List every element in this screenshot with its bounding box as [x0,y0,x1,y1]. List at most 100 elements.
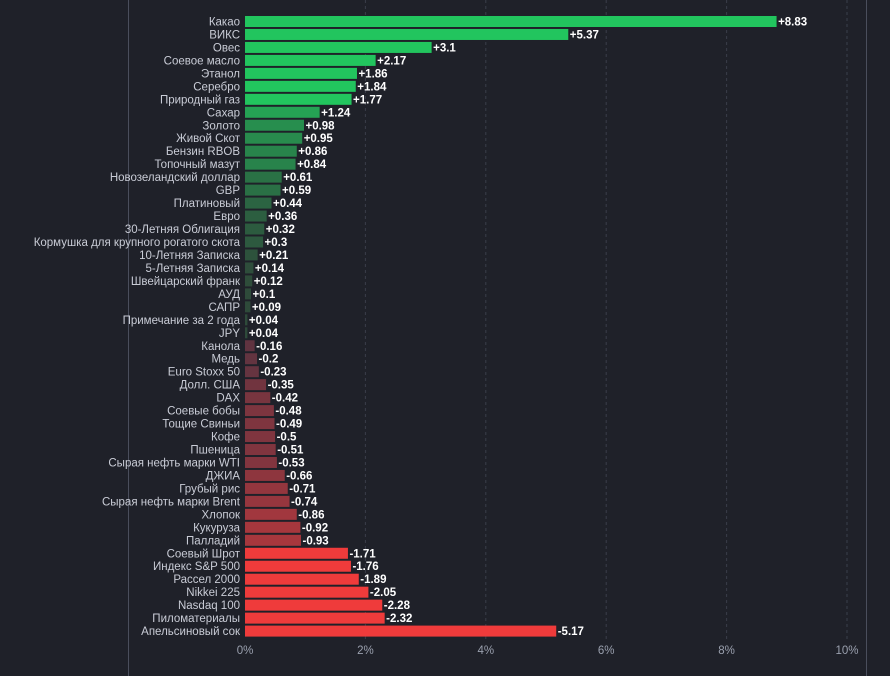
bar[interactable] [245,301,251,313]
value-label: -0.86 [298,509,324,521]
bar[interactable] [245,431,276,443]
bar[interactable] [245,41,432,53]
bar[interactable] [245,456,277,468]
bar[interactable] [245,405,274,417]
value-label: -0.2 [259,354,279,366]
value-label: -0.35 [268,380,295,392]
bar[interactable] [245,158,296,170]
category-label: Хлопок [201,509,241,521]
bar[interactable] [245,586,369,598]
bar[interactable] [245,521,301,533]
category-label: Серебро [193,81,240,93]
category-label: Кофе [211,432,240,444]
value-label: +1.86 [358,68,387,80]
category-label: Природный газ [160,94,240,106]
bar[interactable] [245,612,385,624]
bar[interactable] [245,262,254,274]
value-label: +0.04 [249,328,279,340]
category-label: Кормушка для крупного рогатого скота [34,237,241,249]
value-label: +0.84 [297,159,327,171]
bar[interactable] [245,132,303,144]
bar[interactable] [245,508,297,520]
x-tick-label: 4% [477,645,494,657]
category-label: 30-Летняя Облигация [125,224,240,236]
category-label: Пшеница [190,445,240,457]
category-label: Соевое масло [164,55,240,67]
value-label: -1.76 [352,561,378,573]
category-label: Сырая нефть марки WTI [108,457,240,469]
bar[interactable] [245,314,248,326]
bar[interactable] [245,547,348,559]
category-label: Nikkei 225 [186,587,240,599]
bar[interactable] [245,210,267,222]
bar[interactable] [245,171,282,183]
x-tick-label: 10% [835,645,858,657]
bar[interactable] [245,625,557,637]
bar[interactable] [245,54,376,66]
bar[interactable] [245,392,271,404]
bar[interactable] [245,16,777,27]
category-label: Апельсиновый сок [141,626,241,638]
category-label: САПР [208,302,240,314]
bar[interactable] [245,223,265,235]
value-label: +1.84 [357,81,387,93]
value-label: -5.17 [558,626,584,638]
value-label: +0.59 [282,185,311,197]
value-label: -1.71 [349,548,376,560]
value-label: -0.53 [278,457,304,469]
bar[interactable] [245,145,297,157]
bar[interactable] [245,495,290,507]
bar[interactable] [245,93,352,105]
bar[interactable] [245,67,357,79]
category-label: Сахар [207,107,240,119]
bar[interactable] [245,482,288,494]
bar[interactable] [245,119,304,131]
bar[interactable] [245,249,258,261]
category-label: Платиновый [174,198,240,210]
bar[interactable] [245,444,276,456]
bar[interactable] [245,379,267,391]
value-label: +0.1 [253,289,276,301]
bar[interactable] [245,275,253,287]
value-label: +0.3 [265,237,288,249]
bar[interactable] [245,340,255,352]
category-label: 10-Летняя Записка [139,250,240,262]
bar[interactable] [245,599,383,611]
value-label: -0.16 [256,341,282,353]
value-label: -0.5 [277,432,297,444]
bar[interactable] [245,469,285,481]
value-label: -0.93 [302,535,328,547]
bar[interactable] [245,28,569,40]
value-label: +0.14 [255,263,285,275]
bar[interactable] [245,106,320,118]
bars [245,16,777,637]
bar[interactable] [245,534,301,546]
category-label: GBP [216,185,241,197]
category-label: Золото [202,120,240,132]
bar[interactable] [245,353,258,365]
category-label: Топочный мазут [155,159,241,171]
value-label: -0.23 [260,367,286,379]
bar[interactable] [245,288,252,300]
value-label: +5.37 [570,29,599,41]
category-label: 5-Летняя Записка [146,263,241,275]
value-labels: +8.83+5.37+3.1+2.17+1.86+1.84+1.77+1.24+… [249,17,807,639]
bar[interactable] [245,80,356,92]
x-tick-label: 2% [357,645,374,657]
value-label: +1.24 [321,107,351,119]
value-label: -0.74 [291,496,318,508]
category-label: Сырая нефть марки Brent [102,496,241,508]
bar[interactable] [245,366,259,378]
bar[interactable] [245,560,351,572]
bar[interactable] [245,418,275,430]
bar[interactable] [245,573,359,585]
category-label: Пиломатериалы [152,613,240,625]
bar[interactable] [245,236,264,248]
bar[interactable] [245,184,281,196]
value-label: +0.95 [304,133,334,145]
category-label: Какао [209,17,240,29]
bar[interactable] [245,197,272,209]
bar[interactable] [245,327,248,339]
